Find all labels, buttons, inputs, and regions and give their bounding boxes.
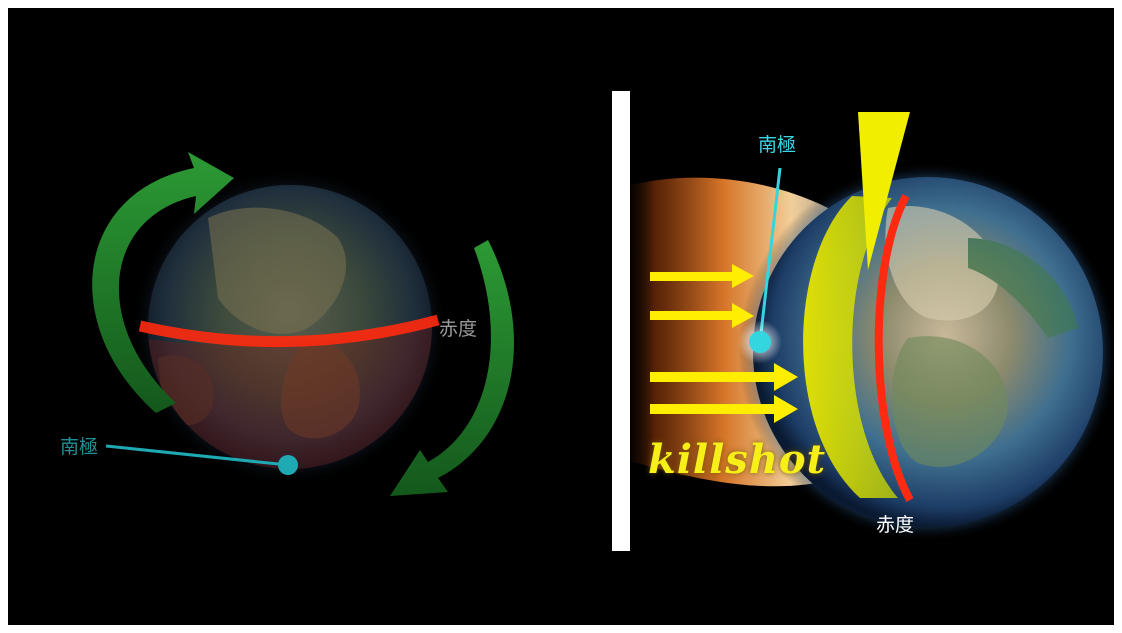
- killshot-label: killshot: [648, 436, 827, 483]
- left-pole-marker: [278, 455, 298, 475]
- diagram-svg: [92, 91, 1114, 551]
- impact-shell: [803, 196, 898, 498]
- barrier-wall: [612, 91, 630, 551]
- rotation-arrow-lower-icon: [390, 240, 515, 496]
- right-panel: [612, 91, 1114, 551]
- left-equator-label: 赤度: [439, 318, 478, 340]
- left-equator-band: [138, 314, 440, 348]
- right-south-pole-label: 南極: [758, 134, 797, 156]
- impact-arrow-icon: [650, 395, 798, 423]
- impact-arrow-icon: [650, 363, 798, 391]
- right-pole-marker: [749, 331, 771, 353]
- diagram-canvas: 赤度 南極 南極 赤度 killshot: [8, 8, 1114, 625]
- right-equator-label: 赤度: [876, 514, 915, 536]
- left-southern-glow: [148, 318, 432, 469]
- left-pole-pointer-line: [105, 444, 289, 467]
- left-panel: [92, 152, 515, 496]
- right-earth-landmass: [885, 206, 1078, 467]
- impact-arrow-icon: [650, 264, 754, 288]
- left-south-pole-label: 南極: [60, 436, 99, 458]
- impact-arrow-icon: [650, 303, 754, 328]
- impact-arrows: [650, 264, 798, 423]
- rotation-arrow-upper-icon: [92, 152, 234, 413]
- left-earth-landmass: [158, 207, 360, 439]
- right-pole-pointer-line: [758, 167, 782, 343]
- right-equator-band: [874, 194, 914, 502]
- impact-spike: [858, 112, 910, 270]
